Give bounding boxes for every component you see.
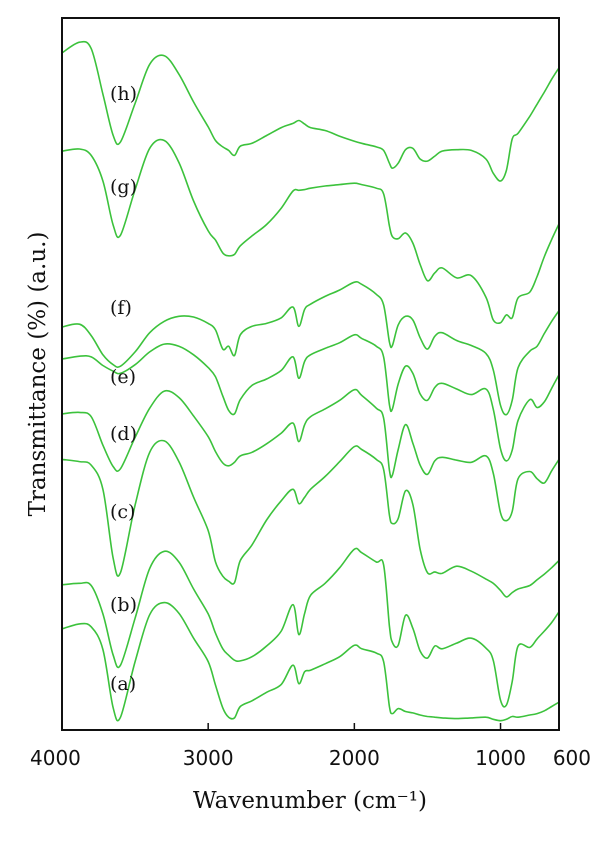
spectrum-line-h [61, 40, 560, 182]
spectra-layer [61, 40, 560, 722]
series-label-h: (h) [110, 83, 137, 105]
x-ticks: 4000 3000 2000 1000 600 [30, 723, 591, 770]
series-label-f: (f) [110, 297, 132, 319]
spectrum-line-d [61, 388, 560, 522]
spectrum-line-c [61, 439, 560, 598]
x-tick-label-600: 600 [553, 746, 591, 770]
x-axis-title: Wavenumber (cm⁻¹) [193, 788, 427, 814]
spectrum-line-g [61, 138, 560, 325]
x-tick-label-2000: 2000 [329, 746, 380, 770]
series-label-d: (d) [110, 423, 137, 445]
spectrum-line-e [61, 333, 560, 462]
x-tick-label-1000: 1000 [475, 746, 526, 770]
series-labels: (a) (b) (c) (d) (e) (f) (g) (h) [110, 83, 137, 695]
series-label-c: (c) [110, 501, 135, 523]
spectrum-line-f [61, 281, 560, 416]
y-axis-title: Transmittance (%) (a.u.) [25, 232, 51, 517]
x-tick-label-3000: 3000 [183, 746, 234, 770]
series-label-g: (g) [110, 176, 137, 198]
plot-frame [61, 17, 560, 731]
x-tick-label-4000: 4000 [30, 746, 81, 770]
series-label-b: (b) [110, 594, 137, 616]
spectrum-line-a [61, 601, 560, 722]
spectrum-line-b [61, 547, 560, 708]
series-label-e: (e) [110, 366, 136, 388]
series-label-a: (a) [110, 673, 136, 695]
